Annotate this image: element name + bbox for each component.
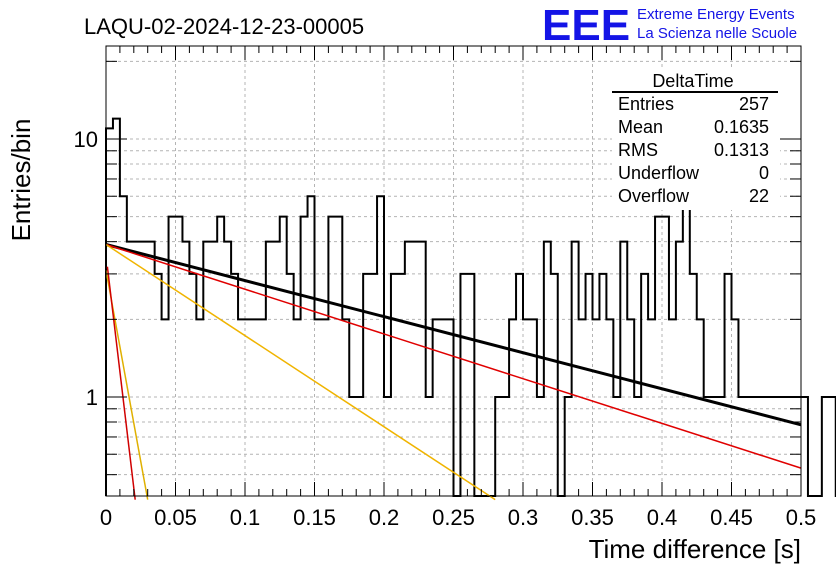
histogram-outline [105, 117, 836, 497]
x-tick-label: 0.1 [230, 505, 261, 530]
y-axis-title: Entries/bin [6, 119, 36, 242]
stats-box: DeltaTime Entries 257 Mean 0.1635 RMS 0.1313 U… [612, 70, 780, 210]
x-tick-label: 0.4 [647, 505, 678, 530]
fit-curve [105, 243, 496, 501]
x-axis-title: Time difference [s] [589, 534, 801, 564]
stats-label: RMS [618, 140, 658, 160]
stats-value: 0.1313 [714, 140, 769, 160]
stats-rows: Entries 257 Mean 0.1635 RMS 0.1313 Underflow 0 O… [618, 94, 769, 206]
histogram-layer [105, 117, 836, 497]
x-tick-label: 0.35 [571, 505, 614, 530]
run-title: LAQU-02-2024-12-23-00005 [84, 14, 364, 39]
stats-value: 257 [739, 94, 769, 114]
grid-lines [106, 46, 801, 496]
axis-ticks: 0 0.05 0.1 0.15 0.2 0.25 0.3 0.35 0.4 0.45 0.5 1 10 [74, 46, 817, 530]
x-tick-label: 0.3 [508, 505, 539, 530]
x-tick-label: 0.5 [786, 505, 817, 530]
x-tick-label: 0.45 [710, 505, 753, 530]
stats-label: Overflow [618, 186, 690, 206]
fit-curve [106, 266, 136, 500]
stats-value: 22 [749, 186, 769, 206]
y-tick-label: 10 [74, 127, 98, 152]
fit-curve [105, 243, 802, 469]
x-tick-label: 0.25 [432, 505, 475, 530]
eee-logo: EEE [542, 1, 630, 50]
fit-curve [105, 243, 802, 427]
x-tick-label: 0.15 [293, 505, 336, 530]
stats-label: Entries [618, 94, 674, 114]
x-tick-label: 0.2 [369, 505, 400, 530]
logo-line-1: Extreme Energy Events [637, 6, 795, 23]
fit-curves-layer [105, 243, 802, 501]
stats-label: Underflow [618, 163, 700, 183]
logo-line-2: La Scienza nelle Scuole [637, 25, 797, 42]
stats-title: DeltaTime [652, 71, 733, 91]
stats-box-bg [612, 70, 780, 210]
stats-label: Mean [618, 117, 663, 137]
x-tick-label: 0.05 [154, 505, 197, 530]
stats-value: 0 [759, 163, 769, 183]
x-tick-label: 0 [100, 505, 112, 530]
y-tick-label: 1 [86, 385, 98, 410]
stats-value: 0.1635 [714, 117, 769, 137]
